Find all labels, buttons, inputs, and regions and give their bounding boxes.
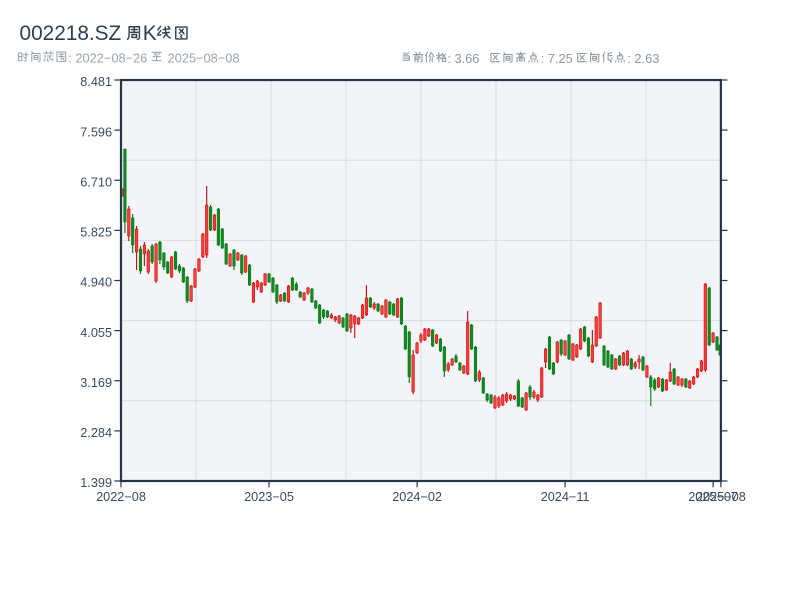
svg-text:4.940: 4.940 (80, 276, 112, 290)
svg-text:2.284: 2.284 (80, 426, 112, 440)
svg-text:002218.SZ: 002218.SZ (20, 22, 122, 45)
svg-text:6.710: 6.710 (80, 175, 112, 189)
svg-text:8.481: 8.481 (80, 75, 112, 89)
svg-text:2024−02: 2024−02 (392, 490, 442, 504)
svg-text:2025−08−08: 2025−08−08 (168, 50, 240, 65)
svg-text:2024−11: 2024−11 (541, 490, 590, 504)
svg-text:: 7.25: : 7.25 (541, 51, 573, 66)
svg-text:5.825: 5.825 (80, 226, 112, 240)
svg-text:3.169: 3.169 (80, 376, 112, 390)
svg-text:4.055: 4.055 (80, 326, 112, 340)
svg-text:2023−05: 2023−05 (244, 490, 294, 504)
svg-text:2025−07: 2025−07 (688, 490, 738, 504)
svg-text:1.399: 1.399 (80, 476, 112, 490)
svg-text:2022−08: 2022−08 (96, 490, 146, 504)
svg-text:7.596: 7.596 (80, 125, 112, 139)
svg-text:: 3.66: : 3.66 (447, 51, 479, 66)
svg-text:: 2022−08−26: : 2022−08−26 (68, 50, 147, 65)
svg-text:: 2.63: : 2.63 (627, 51, 659, 66)
svg-text:K: K (143, 22, 157, 45)
svg-text:2025−08: 2025−08 (696, 490, 746, 504)
